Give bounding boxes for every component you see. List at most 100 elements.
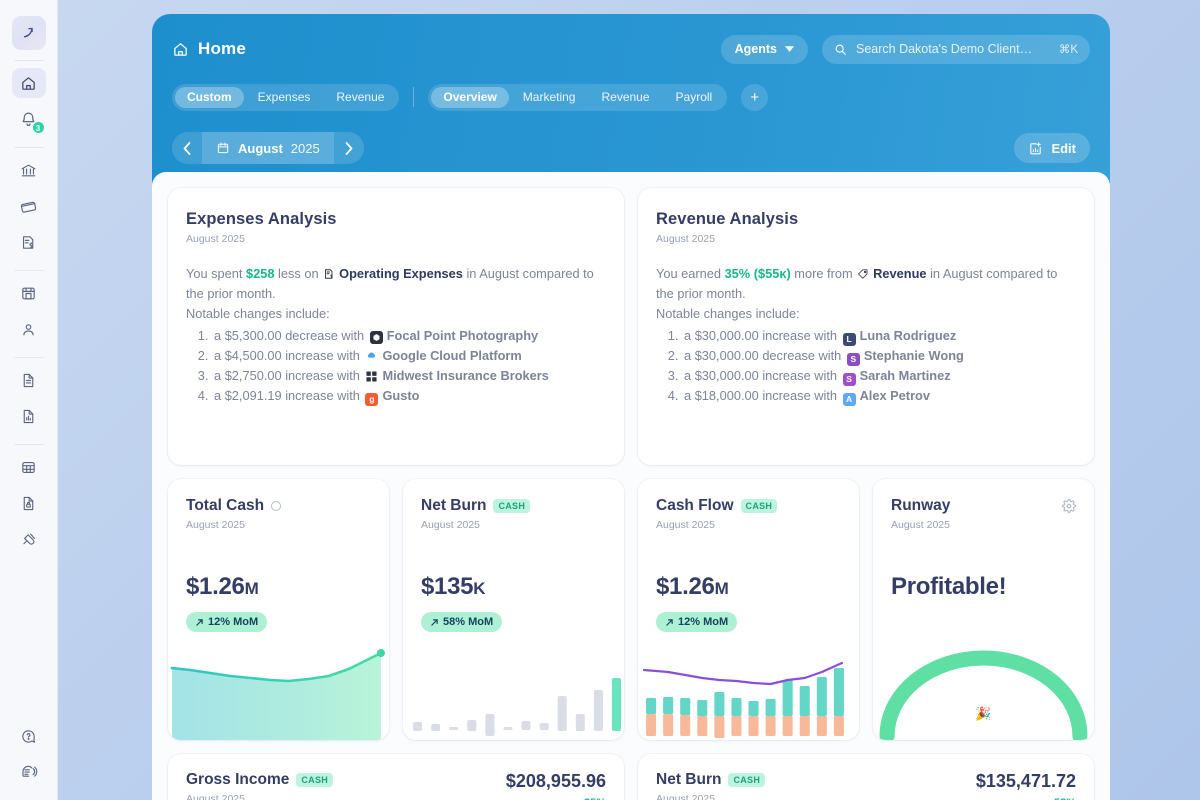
search-input[interactable]: Search Dakota's Demo Client… ⌘K <box>822 34 1090 64</box>
sidebar-item-bills[interactable] <box>12 227 46 257</box>
summary-card-net-burn[interactable]: Net Burn CASH August 2025 $135,471.72 58… <box>638 754 1094 800</box>
kpi-header: Net Burn CASH <box>421 497 606 515</box>
sidebar-divider <box>13 147 44 148</box>
kpi-value-number: $1.26 <box>186 573 245 600</box>
summary-card-right: $135,471.72 58% <box>976 771 1076 800</box>
next-month-button[interactable] <box>334 132 364 164</box>
sidebar-divider <box>13 270 44 271</box>
entity-icon-grid <box>365 370 378 383</box>
expenses-analysis-period: August 2025 <box>186 233 245 245</box>
date-year: 2025 <box>290 140 320 156</box>
kpi-title: Net Burn <box>421 497 487 514</box>
kpi-header: Cash Flow CASH <box>656 497 841 515</box>
sidebar-item-integrations[interactable] <box>12 524 46 554</box>
sidebar-item-feedback[interactable] <box>12 757 46 787</box>
list-item: a $2,750.00 increase with Midwest Insura… <box>212 366 606 386</box>
expenses-change-list: a $5,300.00 decrease with Focal Point Ph… <box>212 326 606 406</box>
prev-month-button[interactable] <box>172 132 202 164</box>
sidebar-group-primary: 3 <box>0 65 57 137</box>
sidebar-group-docs <box>0 362 57 434</box>
chart-add-icon <box>1028 141 1043 156</box>
sidebar-item-help[interactable] <box>12 721 46 751</box>
agents-label: Agents <box>734 42 777 56</box>
sidebar-item-ledger[interactable] <box>12 452 46 482</box>
cash-flow-sparkline <box>638 648 859 740</box>
sidebar-item-secure-docs[interactable] <box>12 488 46 518</box>
runway-gauge: 🎉 <box>873 648 1094 740</box>
tab-marketing[interactable]: Marketing <box>522 90 576 104</box>
edit-button[interactable]: Edit <box>1014 133 1090 163</box>
change-direction: increase <box>762 328 811 343</box>
sidebar-item-documents[interactable] <box>12 365 46 395</box>
kpi-delta-chip: 12% MoM <box>656 612 738 632</box>
summary-card-gross-income[interactable]: Gross Income CASH August 2025 $208,955.9… <box>168 754 624 800</box>
summary-card-left: Net Burn CASH August 2025 <box>656 771 766 800</box>
change-entity: Google Cloud Platform <box>382 348 522 363</box>
summary-mid: more from <box>790 266 857 281</box>
summary-category: Operating Expenses <box>339 266 463 281</box>
summary-card-period: August 2025 <box>186 793 245 800</box>
notable-label: Notable changes include: <box>656 306 800 321</box>
change-entity: Gusto <box>382 388 420 403</box>
change-amount: $2,091.19 <box>224 388 282 403</box>
change-direction: decrease <box>285 328 338 343</box>
kpi-title: Cash Flow <box>656 497 734 514</box>
sidebar-item-people[interactable] <box>12 314 46 344</box>
kpi-delta-label: 12% MoM <box>678 616 729 628</box>
kpi-value: Profitable! <box>891 573 1007 600</box>
kpi-period: August 2025 <box>656 519 715 531</box>
summary-post: in August compared to the prior month. <box>186 266 594 301</box>
entity-icon-letter: S <box>842 372 856 386</box>
sidebar-group-money <box>0 152 57 260</box>
kpi-card-runway[interactable]: Runway August 2025 Profitable! <box>873 479 1094 740</box>
summary-card-delta: 35% <box>506 797 606 800</box>
tab-custom[interactable]: Custom <box>175 86 244 108</box>
tab-expenses[interactable]: Expenses <box>257 90 311 104</box>
change-amount: $2,750.00 <box>224 368 282 383</box>
top-bar-actions: Agents Search Dakota's Demo Client… ⌘K <box>720 34 1090 64</box>
status-badge: CASH <box>296 773 334 787</box>
sidebar-divider <box>13 444 44 445</box>
sidebar-item-banking[interactable] <box>12 155 46 185</box>
tab-group-views: Overview Marketing Revenue Payroll <box>428 83 728 111</box>
change-entity: Sarah Martinez <box>859 368 951 383</box>
kpi-period: August 2025 <box>891 519 950 531</box>
summary-card-amount: $208,955.96 <box>505 771 606 791</box>
tab-overview[interactable]: Overview <box>431 86 509 108</box>
page-title-label: Home <box>198 39 247 58</box>
kpi-delta-label: 12% MoM <box>208 616 259 628</box>
info-circle-icon[interactable] <box>271 501 282 511</box>
gear-icon[interactable] <box>1062 499 1076 513</box>
change-direction: increase <box>285 388 334 403</box>
main-window: Home Agents <box>152 14 1110 800</box>
summary-card-title-wrap: Gross Income CASH <box>186 771 334 789</box>
kpi-value: $1.26M <box>186 573 371 601</box>
summary-post: in August compared to the prior month. <box>656 266 1058 301</box>
top-bar-row-primary: Home Agents <box>172 32 1090 66</box>
expenses-analysis-summary: You spent $258 less on Operating Expense… <box>186 264 606 324</box>
sidebar-item-vendors[interactable] <box>12 278 46 308</box>
net-burn-sparkline <box>403 648 624 740</box>
tab-revenue-custom[interactable]: Revenue <box>336 90 385 104</box>
sidebar-item-home[interactable] <box>11 68 46 98</box>
tab-payroll[interactable]: Payroll <box>675 90 713 104</box>
kpi-card-net-burn[interactable]: Net Burn CASH August 2025 $135K 58% MoM <box>403 479 624 740</box>
kpi-card-total-cash[interactable]: Total Cash August 2025 $1.26M 12% MoM <box>168 479 389 740</box>
change-amount: $30,000.00 <box>694 368 759 383</box>
status-badge: CASH <box>740 499 778 513</box>
tag-icon <box>857 268 869 280</box>
sidebar-item-notifications[interactable]: 3 <box>12 104 46 134</box>
add-tab-button[interactable]: + <box>741 83 769 111</box>
dakota-logo-icon[interactable] <box>11 16 46 50</box>
current-month-button[interactable]: August 2025 <box>202 132 334 164</box>
status-badge: CASH <box>728 773 766 787</box>
tab-revenue[interactable]: Revenue <box>601 90 650 104</box>
agents-button[interactable]: Agents <box>720 34 808 64</box>
kpi-card-cash-flow[interactable]: Cash Flow CASH August 2025 $1.26M 12% Mo… <box>638 479 859 740</box>
sidebar-item-reports[interactable] <box>12 401 46 431</box>
sidebar-item-cards[interactable] <box>12 191 46 221</box>
